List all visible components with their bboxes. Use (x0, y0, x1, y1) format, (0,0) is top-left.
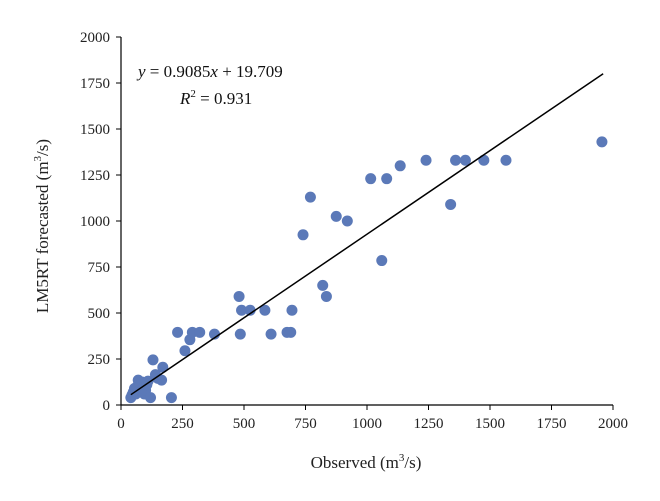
x-tick-label: 1500 (475, 416, 505, 432)
data-point (394, 160, 406, 172)
data-point (259, 304, 271, 316)
y-tick-label: 1250 (80, 168, 110, 184)
data-point (459, 154, 471, 166)
x-tick-label: 1000 (352, 416, 382, 432)
data-point (376, 255, 388, 267)
data-point (194, 326, 206, 338)
data-point (265, 328, 277, 340)
data-point (420, 154, 432, 166)
x-tick-label: 1750 (537, 416, 567, 432)
data-point (208, 328, 220, 340)
equation-annotation: y = 0.9085x + 19.709 (136, 62, 283, 81)
data-point (172, 326, 184, 338)
data-point (156, 374, 168, 386)
data-point (142, 375, 154, 387)
trendline-group (130, 73, 604, 396)
x-tick-label: 1250 (414, 416, 444, 432)
data-point (317, 279, 329, 291)
y-tick-label: 500 (88, 306, 111, 322)
data-point (236, 304, 248, 316)
data-point (179, 345, 191, 357)
data-point (341, 215, 353, 227)
data-point (500, 154, 512, 166)
data-point (165, 392, 177, 404)
x-tick-label: 500 (233, 416, 256, 432)
data-point (234, 328, 246, 340)
data-point (478, 154, 490, 166)
data-point (157, 361, 169, 373)
data-point (297, 229, 309, 241)
data-point (304, 191, 316, 203)
y-tick-label: 750 (88, 260, 111, 276)
ticks: 0 250 500 750 1000 1250 1500 1750 2000 0 250 500 750… (80, 30, 628, 432)
y-tick-label: 1500 (80, 122, 110, 138)
x-tick-label: 0 (117, 416, 125, 432)
x-tick-label: 750 (294, 416, 317, 432)
r-squared-annotation: R2 = 0.931 (179, 88, 252, 108)
data-point (365, 173, 377, 185)
x-axis-title: Observed (m3/s) (311, 452, 422, 472)
data-point (285, 326, 297, 338)
data-point (145, 392, 157, 404)
y-tick-label: 2000 (80, 30, 110, 46)
data-point (445, 198, 457, 210)
data-point (381, 173, 393, 185)
y-axis-title: LM5RT forecasted (m3/s) (32, 139, 52, 313)
y-tick-label: 0 (103, 398, 111, 414)
data-point (244, 304, 256, 316)
y-tick-label: 1000 (80, 214, 110, 230)
data-point (286, 304, 298, 316)
x-tick-label: 250 (171, 416, 194, 432)
data-point (596, 136, 608, 148)
y-tick-label: 250 (88, 352, 111, 368)
trendline (130, 73, 604, 396)
y-tick-label: 1750 (80, 76, 110, 92)
data-point (320, 290, 332, 302)
x-tick-label: 2000 (598, 416, 628, 432)
data-point (147, 354, 159, 366)
data-points (125, 136, 608, 404)
data-point (330, 210, 342, 222)
data-point (233, 290, 245, 302)
data-point (450, 154, 462, 166)
